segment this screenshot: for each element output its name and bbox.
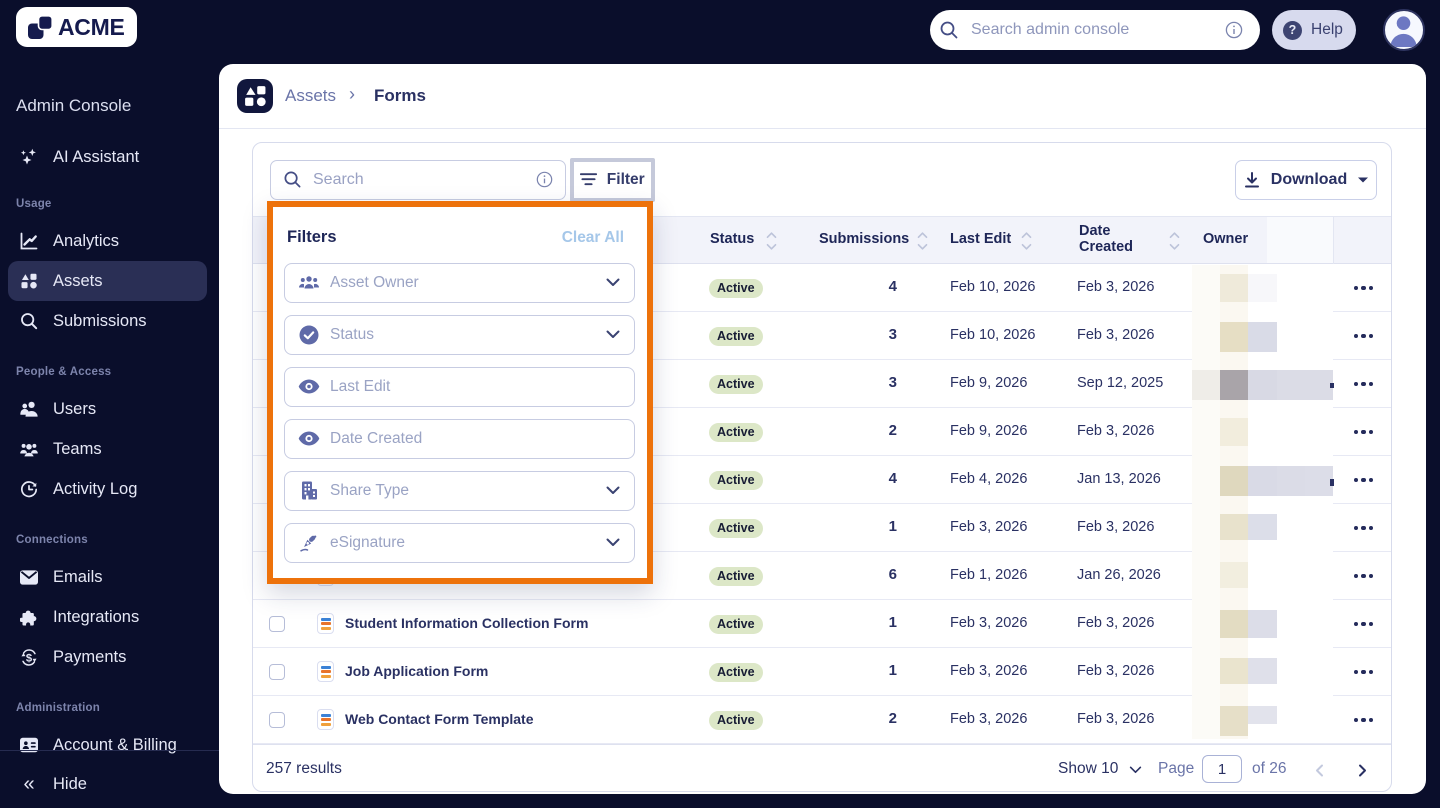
svg-text:$: $ [26,652,33,664]
